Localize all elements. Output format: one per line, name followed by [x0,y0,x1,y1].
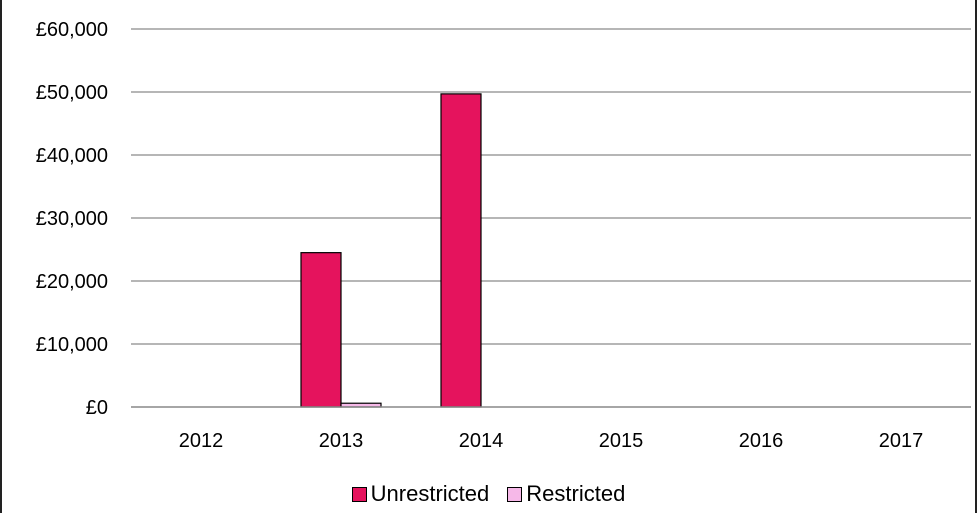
gridlines [131,28,971,345]
y-tick-label: £30,000 [36,208,108,230]
bar-unrestricted-2014 [440,93,482,408]
bars [300,93,482,408]
x-tick-label: 2016 [739,430,784,452]
bar-unrestricted-2013 [300,252,342,408]
x-tick-label: 2015 [599,430,644,452]
y-tick-label: £0 [86,397,108,419]
y-tick-label: £60,000 [36,19,108,41]
y-tick-label: £10,000 [36,334,108,356]
legend-label-restricted: Restricted [526,481,626,506]
legend-label-unrestricted: Unrestricted [370,481,490,506]
x-tick-label: 2014 [459,430,504,452]
x-tick-label: 2012 [179,430,224,452]
y-tick-label: £20,000 [36,271,108,293]
legend-item-unrestricted: Unrestricted [351,481,490,507]
x-tick-label: 2017 [879,430,924,452]
y-axis-ticks: £0 £10,000 £20,000 £30,000 £40,000 £50,000 £60… [36,19,108,419]
legend-swatch-unrestricted [351,486,367,502]
legend-item-restricted: Restricted [507,481,625,507]
legend: Unrestricted Restricted [0,481,977,507]
y-tick-label: £50,000 [36,82,108,104]
x-axis-ticks: 2012 2013 2014 2015 2016 2017 [179,430,924,452]
legend-swatch-restricted [507,486,523,502]
y-tick-label: £40,000 [36,145,108,167]
x-tick-label: 2013 [319,430,364,452]
